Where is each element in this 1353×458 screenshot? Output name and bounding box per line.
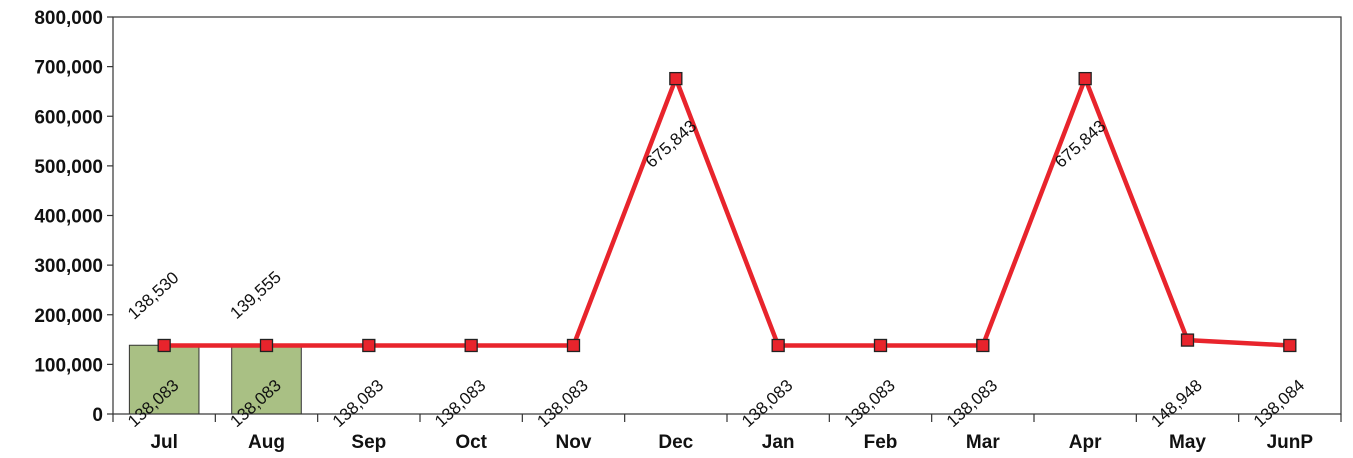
y-tick-label: 500,000 [34,157,103,178]
x-tick-label: May [1169,432,1206,453]
x-tick-label: Aug [248,432,285,453]
x-tick-label: Mar [966,432,1000,453]
line-point [259,338,274,353]
x-tick-label: Dec [658,432,693,453]
line-point [976,338,990,353]
x-tick-label: Sep [351,432,386,453]
bar [128,344,200,415]
line-data-label: 138,083 [533,376,591,431]
line-point [1078,71,1092,86]
line-data-label: 138,083 [329,376,387,431]
line-point [566,338,581,353]
bar-data-label: 139,555 [226,267,284,322]
line-data-label: 138,083 [943,376,1001,431]
x-tick-label: Jul [150,432,177,453]
line-point [1180,333,1195,347]
x-tick-label: Apr [1069,432,1102,453]
x-tick-label: Nov [556,432,592,453]
y-tick-label: 300,000 [34,256,103,277]
line-data-label: 138,083 [431,376,489,431]
x-tick-label: JunP [1267,432,1314,453]
line-point [873,338,888,353]
y-tick-label: 700,000 [34,58,103,79]
line-point [157,338,171,353]
y-tick-label: 100,000 [34,355,103,376]
line-point [464,338,478,353]
line-point [669,71,683,86]
bar-data-label: 138,530 [124,268,182,323]
y-tick-label: 200,000 [34,306,103,327]
line-data-label: 138,083 [840,376,898,431]
line-data-label: 138,084 [1250,376,1308,431]
y-tick-label: 400,000 [34,207,103,228]
x-tick-label: Feb [864,432,898,453]
line-data-label: 138,083 [738,376,796,431]
x-tick-label: Oct [455,432,487,453]
y-tick-label: 0 [92,405,103,426]
line-series [164,76,1290,348]
line-point [362,338,376,353]
y-tick-label: 800,000 [34,8,103,29]
line-point [771,338,785,353]
y-tick-label: 600,000 [34,107,103,128]
x-tick-label: Jan [762,432,795,453]
line-point [1283,338,1297,353]
line-data-label: 148,948 [1147,376,1205,431]
